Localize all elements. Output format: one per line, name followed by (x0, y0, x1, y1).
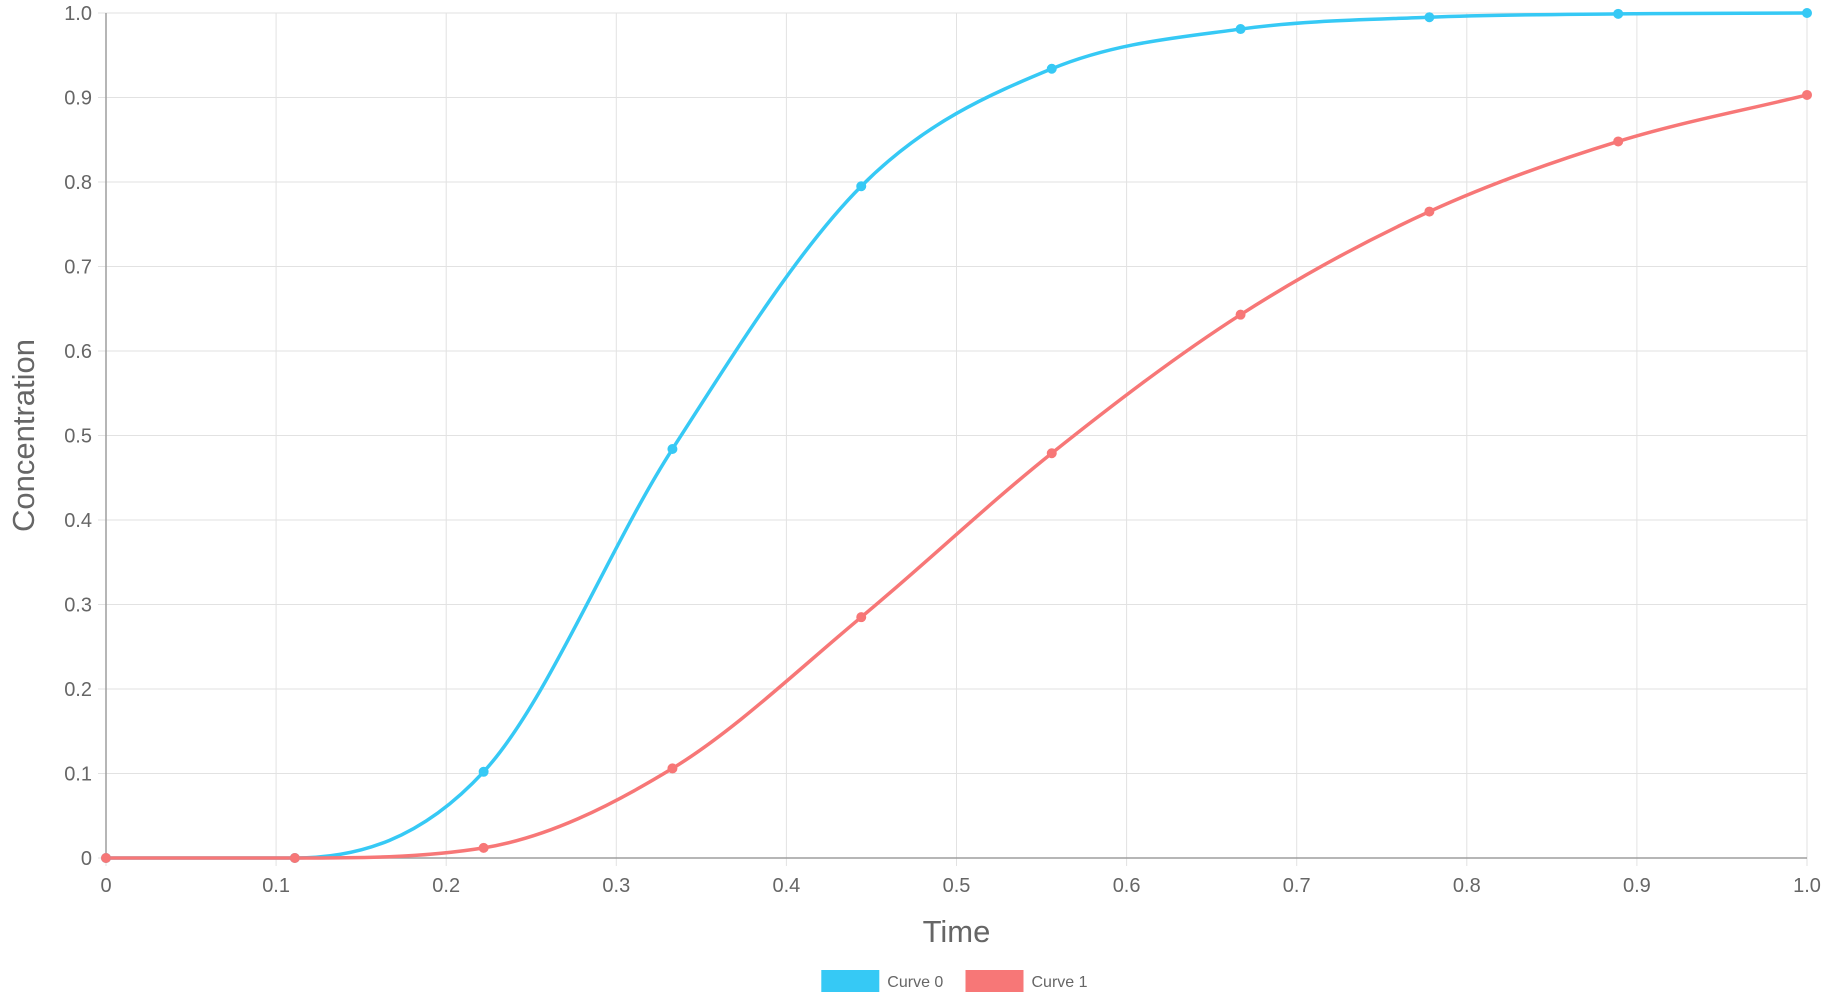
data-point[interactable] (1235, 24, 1246, 35)
y-tick-label: 0.1 (64, 764, 92, 786)
x-tick-label: 0.4 (772, 875, 800, 897)
series-line-0 (104, 11, 1809, 860)
data-point[interactable] (101, 853, 111, 863)
y-tick-label: 0.9 (64, 88, 92, 110)
x-tick-label: 0 (100, 875, 111, 897)
y-axis-title: Concentration (6, 339, 41, 532)
y-tick-label: 0.7 (64, 257, 92, 279)
data-point[interactable] (1424, 206, 1435, 217)
x-tick-label: 1.0 (1793, 875, 1821, 897)
x-tick-label: 0.1 (262, 875, 290, 897)
y-tick-label: 0.8 (64, 172, 92, 194)
legend-item[interactable]: Curve 1 (965, 970, 1088, 992)
data-point[interactable] (1613, 136, 1624, 147)
legend: Curve 0 Curve 1 (821, 970, 1088, 992)
x-tick-label: 0.9 (1623, 875, 1651, 897)
x-tick-label: 0.7 (1283, 875, 1311, 897)
data-point[interactable] (478, 766, 489, 777)
y-tick-label: 1.0 (64, 3, 92, 25)
grid (98, 12, 1808, 866)
data-point[interactable] (1046, 63, 1057, 74)
data-point[interactable] (1613, 8, 1624, 19)
y-tick-label: 0.5 (64, 426, 92, 448)
series-points (101, 8, 1812, 863)
data-point[interactable] (1802, 8, 1812, 18)
x-tick-label: 0.2 (432, 875, 460, 897)
tick-labels: 0 0.1 0.2 0.3 0.4 0.5 0.6 0.7 0.8 0.9 1.0 0 0.1 0.2 0.… (64, 3, 1821, 897)
x-tick-label: 0.5 (943, 875, 971, 897)
data-point[interactable] (1235, 309, 1246, 320)
data-point[interactable] (667, 444, 678, 455)
data-point[interactable] (478, 842, 489, 853)
series-line-1 (104, 93, 1809, 860)
legend-item[interactable]: Curve 0 (821, 970, 943, 992)
data-point[interactable] (1424, 12, 1435, 23)
legend-swatch (821, 970, 880, 992)
x-tick-label: 0.3 (602, 875, 630, 897)
y-tick-label: 0.4 (64, 510, 92, 532)
series-lines (104, 11, 1809, 860)
legend-label: Curve 1 (1032, 974, 1088, 991)
x-tick-label: 0.6 (1113, 875, 1141, 897)
data-point[interactable] (1046, 448, 1057, 459)
y-tick-label: 0 (81, 848, 92, 870)
data-point[interactable] (856, 612, 867, 623)
data-point[interactable] (1802, 89, 1812, 100)
y-tick-label: 0.3 (64, 595, 92, 617)
x-tick-label: 0.8 (1453, 875, 1481, 897)
legend-swatch (965, 970, 1024, 992)
data-point[interactable] (856, 181, 867, 192)
data-point[interactable] (667, 763, 678, 774)
x-axis-title: Time (923, 914, 991, 949)
y-tick-label: 0.2 (64, 679, 92, 701)
data-point[interactable] (289, 853, 300, 863)
y-tick-label: 0.6 (64, 341, 92, 363)
legend-label: Curve 0 (887, 974, 943, 991)
